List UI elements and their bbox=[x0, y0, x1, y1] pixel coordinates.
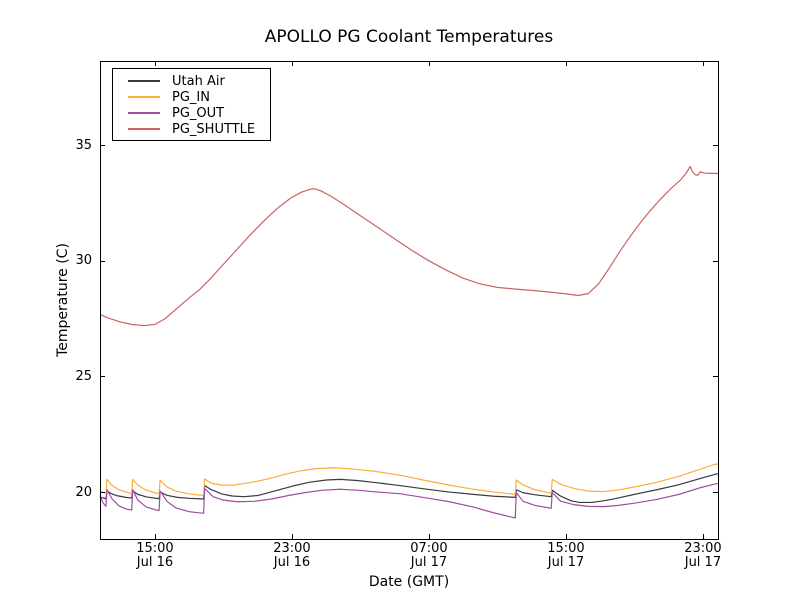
series-line-pg-out bbox=[99, 482, 719, 519]
x-tick-date: Jul 17 bbox=[547, 555, 585, 570]
series-line-pg-shuttle bbox=[99, 165, 718, 327]
chart-title: APOLLO PG Coolant Temperatures bbox=[264, 27, 554, 47]
x-tick-time: 15:00 bbox=[136, 541, 174, 556]
x-tick-time: 23:00 bbox=[273, 541, 311, 556]
legend: Utah Air PG_IN PG_OUT PG_SHUTTLE bbox=[112, 68, 271, 141]
legend-label: Utah Air bbox=[172, 73, 225, 89]
legend-label: PG_IN bbox=[172, 89, 210, 105]
legend-item-pg-shuttle: PG_SHUTTLE bbox=[128, 121, 270, 137]
legend-label: PG_SHUTTLE bbox=[172, 121, 256, 137]
x-tick-date: Jul 17 bbox=[410, 555, 448, 570]
x-tick-time: 15:00 bbox=[547, 541, 585, 556]
y-tick-label-25: 25 bbox=[75, 368, 92, 384]
legend-line-sample bbox=[128, 96, 160, 98]
legend-item-pg-out: PG_OUT bbox=[128, 105, 270, 121]
legend-line-sample bbox=[128, 112, 160, 114]
x-tick-label-1500-Jul17: 15:00 Jul 17 bbox=[530, 542, 602, 570]
x-tick-time: 07:00 bbox=[410, 541, 448, 556]
x-tick-time: 23:00 bbox=[684, 541, 722, 556]
legend-item-utah-air: Utah Air bbox=[128, 73, 270, 89]
y-tick-label-30: 30 bbox=[75, 253, 92, 269]
y-tick-label-35: 35 bbox=[75, 137, 92, 153]
x-tick-label-2300-Jul17: 23:00 Jul 17 bbox=[667, 542, 739, 570]
y-tick-label-20: 20 bbox=[75, 484, 92, 500]
x-tick-date: Jul 16 bbox=[273, 555, 311, 570]
legend-item-pg-in: PG_IN bbox=[128, 89, 270, 105]
x-tick-label-0700-Jul17: 07:00 Jul 17 bbox=[393, 542, 465, 570]
legend-line-sample bbox=[128, 80, 160, 82]
series-line-utah-air bbox=[99, 472, 719, 504]
x-tick-label-2300-Jul16: 23:00 Jul 16 bbox=[256, 542, 328, 570]
legend-label: PG_OUT bbox=[172, 105, 225, 121]
x-tick-label-1500-Jul16: 15:00 Jul 16 bbox=[119, 542, 191, 570]
axes-spines bbox=[100, 61, 719, 540]
legend-line-sample bbox=[128, 128, 160, 130]
x-tick-date: Jul 16 bbox=[136, 555, 174, 570]
series-line-pg-in bbox=[99, 463, 719, 497]
x-axis-label: Date (GMT) bbox=[368, 574, 450, 590]
x-tick-date: Jul 17 bbox=[684, 555, 722, 570]
